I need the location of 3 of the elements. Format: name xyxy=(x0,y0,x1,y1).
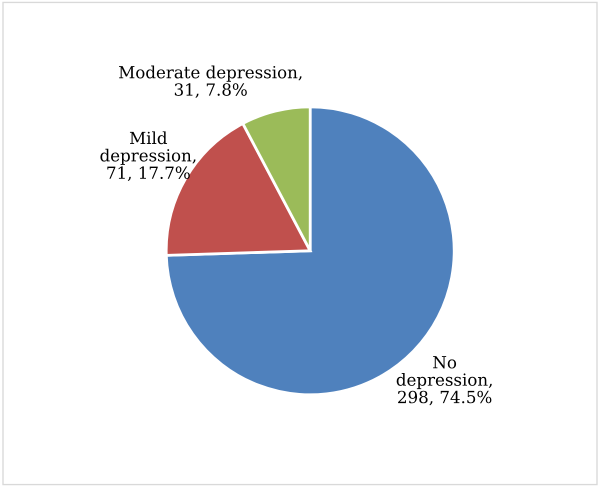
slice-label: Moderate depression, 31, 7.8% xyxy=(119,66,302,98)
slice-label: No depression, 298, 74.5% xyxy=(396,356,492,406)
slice-label: Mild depression, 71, 17.7% xyxy=(100,131,196,182)
